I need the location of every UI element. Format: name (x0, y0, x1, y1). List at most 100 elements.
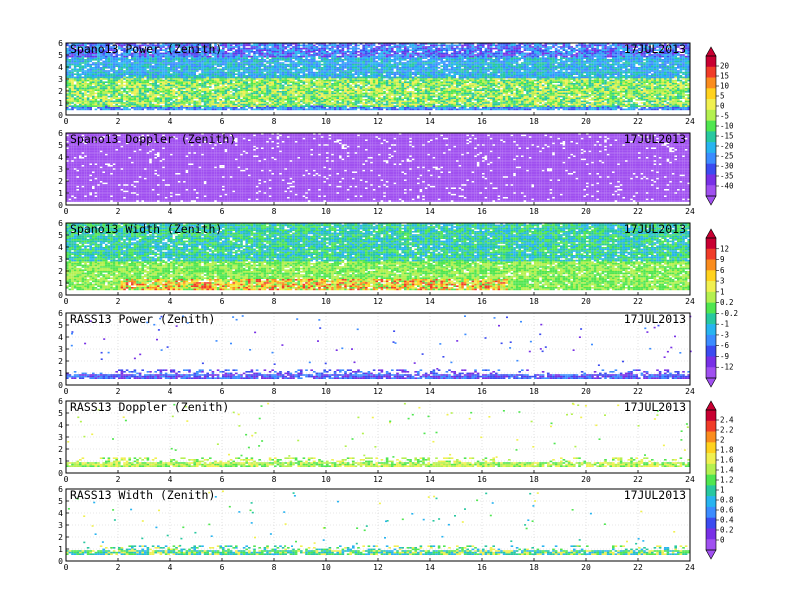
heatmap-cell (152, 80, 155, 82)
heatmap-cell (126, 64, 129, 66)
heatmap-cell (290, 62, 293, 64)
heatmap-cell (334, 46, 337, 48)
heatmap-cell (102, 61, 105, 63)
heatmap-cell (310, 70, 313, 72)
heatmap-cell (167, 86, 170, 88)
heatmap-cell (121, 65, 124, 67)
heatmap-cell (188, 107, 191, 109)
heatmap-cell (110, 94, 113, 96)
heatmap-cell (115, 73, 118, 75)
heatmap-cell (230, 59, 233, 61)
heatmap-cell (121, 59, 124, 61)
heatmap-cell (290, 59, 293, 61)
heatmap-cell (316, 96, 319, 98)
heatmap-cell (238, 99, 241, 101)
heatmap-cell (113, 72, 116, 74)
heatmap-cell (225, 57, 228, 59)
heatmap-cell (105, 62, 108, 64)
heatmap-cell (274, 45, 277, 47)
heatmap-cell (131, 85, 134, 87)
heatmap-cell (180, 91, 183, 93)
heatmap-cell (383, 67, 386, 69)
heatmap-cell (212, 102, 215, 104)
heatmap-cell (256, 46, 259, 48)
heatmap-cell (139, 81, 142, 83)
heatmap-cell (331, 46, 334, 48)
heatmap-cell (370, 75, 373, 77)
heatmap-cell (219, 99, 222, 101)
heatmap-cell (227, 57, 230, 59)
heatmap-cell (74, 97, 77, 99)
heatmap-cell (69, 80, 72, 82)
heatmap-cell (126, 67, 129, 69)
heatmap-cell (370, 96, 373, 98)
heatmap-cell (339, 69, 342, 71)
heatmap-cell (180, 72, 183, 74)
heatmap-cell (141, 72, 144, 74)
heatmap-cell (123, 89, 126, 91)
heatmap-cell (370, 49, 373, 51)
heatmap-cell (339, 59, 342, 61)
heatmap-cell (110, 69, 113, 71)
heatmap-cell (295, 67, 298, 69)
heatmap-cell (292, 64, 295, 66)
heatmap-cell (347, 62, 350, 64)
heatmap-cell (162, 94, 165, 96)
heatmap-cell (230, 48, 233, 50)
heatmap-cell (100, 64, 103, 66)
heatmap-cell (279, 101, 282, 103)
heatmap-cell (287, 45, 290, 47)
heatmap-cell (230, 45, 233, 47)
heatmap-cell (352, 99, 355, 101)
heatmap-cell (349, 94, 352, 96)
heatmap-cell (269, 69, 272, 71)
heatmap-cell (105, 65, 108, 67)
heatmap-cell (271, 102, 274, 104)
heatmap-cell (165, 81, 168, 83)
heatmap-cell (240, 99, 243, 101)
heatmap-cell (204, 69, 207, 71)
heatmap-cell (243, 70, 246, 72)
heatmap-cell (175, 107, 178, 109)
heatmap-cell (76, 59, 79, 61)
heatmap-cell (373, 73, 376, 75)
heatmap-cell (230, 107, 233, 109)
heatmap-cell (76, 94, 79, 96)
heatmap-cell (118, 94, 121, 96)
heatmap-cell (186, 77, 189, 79)
heatmap-cell (165, 91, 168, 93)
heatmap-cell (204, 67, 207, 69)
heatmap-cell (196, 101, 199, 103)
heatmap-cell (235, 56, 238, 58)
heatmap-cell (256, 75, 259, 77)
heatmap-cell (186, 88, 189, 90)
heatmap-cell (310, 73, 313, 75)
heatmap-cell (297, 78, 300, 80)
heatmap-cell (136, 67, 139, 69)
heatmap-cell (74, 94, 77, 96)
heatmap-cell (323, 107, 326, 109)
heatmap-cell (342, 73, 345, 75)
heatmap-cell (95, 97, 98, 99)
heatmap-cell (243, 51, 246, 53)
heatmap-cell (188, 109, 191, 111)
heatmap-cell (349, 67, 352, 69)
heatmap-cell (310, 101, 313, 103)
heatmap-cell (316, 73, 319, 75)
heatmap-cell (365, 94, 368, 96)
heatmap-cell (292, 104, 295, 106)
heatmap-cell (344, 54, 347, 56)
heatmap-cell (258, 91, 261, 93)
heatmap-cell (287, 85, 290, 87)
heatmap-cell (253, 88, 256, 90)
heatmap-cell (303, 64, 306, 66)
heatmap-cell (300, 53, 303, 55)
heatmap-cell (144, 70, 147, 72)
heatmap-cell (269, 86, 272, 88)
heatmap-cell (178, 94, 181, 96)
heatmap-cell (71, 59, 74, 61)
heatmap-cell (222, 105, 225, 107)
heatmap-cell (102, 91, 105, 93)
heatmap-cell (87, 56, 90, 58)
heatmap-cell (128, 77, 131, 79)
